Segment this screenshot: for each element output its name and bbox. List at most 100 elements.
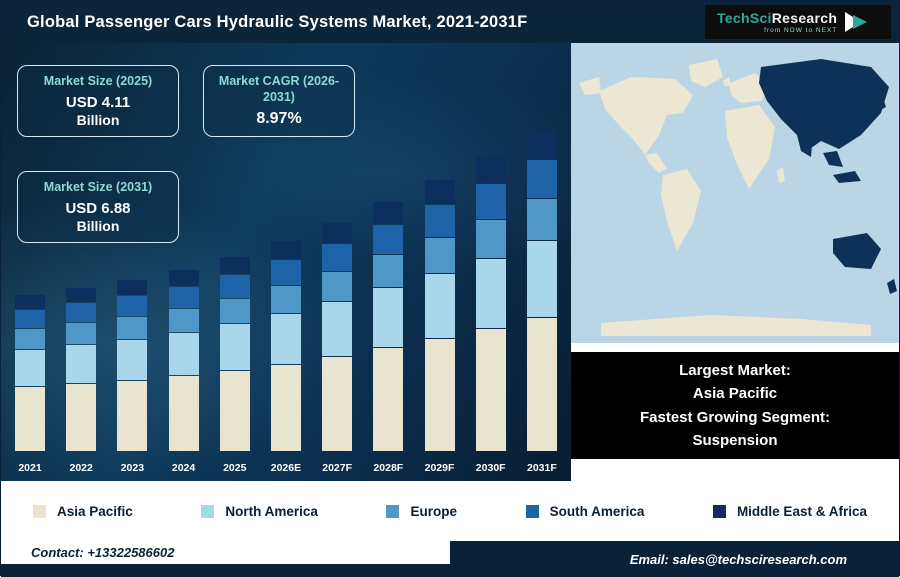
segment-north-america-2029F [424,274,455,338]
region-india-highlighted [797,133,813,157]
email-text: Email: sales@techsciresearch.com [629,551,847,567]
segment-europe-2021 [15,329,45,349]
segment-north-america-2022 [66,345,97,383]
segment-middle-east-africa-2028F [373,202,404,224]
x-axis-label-2022: 2022 [69,462,93,474]
x-axis-label-2030F: 2030F [475,462,506,474]
segment-europe-2029F [424,238,455,273]
segment-middle-east-africa-2025 [219,257,250,274]
segment-asia-pacific-2026E [270,365,301,451]
segment-asia-pacific-2021 [15,387,45,451]
footer-email: Email: sales@techsciresearch.com [450,541,899,577]
x-axis-label-2027F: 2027F [322,462,353,474]
segment-asia-pacific-2025 [219,371,250,451]
bar-2023 [117,279,148,451]
segment-north-america-2024 [168,333,199,375]
segment-asia-pacific-2028F [373,348,404,451]
segment-europe-2031F [526,199,557,240]
region-new-zealand-highlighted [887,279,897,294]
segment-middle-east-africa-2026E [270,241,301,259]
segment-europe-2025 [219,299,250,323]
segment-middle-east-africa-2024 [168,270,199,286]
region-africa [725,105,775,189]
card-unit: Billion [76,217,120,234]
x-axis-label-2028F: 2028F [373,462,404,474]
bar-2026E [270,240,301,451]
segment-north-america-2031F [526,241,557,317]
segment-europe-2028F [373,255,404,287]
logo-brand-secondary: Research [771,10,838,26]
legend-swatch-europe [386,504,400,518]
largest-market-box: Largest Market: Asia Pacific Fastest Gro… [571,352,899,459]
chart-panel: Market Size (2025) USD 4.11 Billion Mark… [1,43,571,481]
segment-europe-2024 [168,309,199,332]
logo-text: TechSciResearch from NOW to NEXT [717,10,837,34]
footer-bar: Contact: +13322586602 Email: sales@techs… [1,541,899,577]
card-value: USD 6.88 [65,199,131,217]
logo-tagline: from NOW to NEXT [764,27,838,34]
segment-north-america-2030F [475,259,506,328]
segment-north-america-2025 [219,324,250,370]
card-value: USD 4.11 [65,93,131,111]
segment-south-america-2029F [424,205,455,237]
region-greenland [689,59,723,87]
logo-brand: TechSciResearch [717,10,837,26]
x-axis-label-2025: 2025 [223,462,247,474]
segment-north-america-2023 [117,340,148,380]
segment-asia-pacific-2023 [117,381,148,451]
legend-item-north-america: North America [201,504,318,519]
largest-market-label: Largest Market: [679,362,791,379]
segment-asia-pacific-2031F [526,318,557,451]
segment-south-america-2022 [66,303,97,322]
world-map-svg [571,43,899,343]
title-bar: Global Passenger Cars Hydraulic Systems … [1,1,899,43]
page-title: Global Passenger Cars Hydraulic Systems … [27,12,528,31]
region-australia-highlighted [833,233,881,269]
legend-label: Asia Pacific [57,503,133,519]
techsci-logo: TechSciResearch from NOW to NEXT [705,5,891,39]
region-asia-highlighted [759,59,889,151]
side-panel: Largest Market: Asia Pacific Fastest Gro… [571,43,899,481]
contact-text: Contact: +13322586602 [31,545,175,560]
region-north-america [599,77,693,155]
segment-south-america-2027F [322,244,353,271]
legend-swatch-south-america [525,504,539,518]
region-europe [729,73,769,103]
bar-2022 [66,287,97,451]
x-axis-label-2031F: 2031F [526,462,557,474]
bar-2025 [219,256,250,451]
bar-2029F [424,179,455,451]
segment-south-america-2030F [475,184,506,219]
segment-south-america-2023 [117,296,148,316]
x-axis-label-2026E: 2026E [270,462,302,474]
bar-2024 [168,269,199,451]
bar-2028F [373,201,404,451]
segment-north-america-2028F [373,288,404,347]
segment-middle-east-africa-2021 [15,295,45,309]
segment-north-america-2026E [270,314,301,364]
segment-asia-pacific-2030F [475,329,506,451]
x-axis-label-2024: 2024 [171,462,196,474]
legend-label: North America [225,503,318,519]
legend-swatch-asia-pacific [33,504,46,518]
card-label: Market Size (2031) [43,180,153,194]
segment-europe-2023 [117,317,148,339]
logo-arrow-icon [845,12,868,32]
segment-middle-east-africa-2030F [475,157,506,183]
bar-2031F [526,129,557,451]
fastest-growing-value: Suspension [692,431,778,449]
chart-legend: Asia Pacific North America Europe South … [1,481,899,541]
largest-market-value: Asia Pacific [692,385,778,403]
legend-swatch-middle-east-africa [712,504,726,518]
region-antarctica [601,315,871,336]
bar-2027F [322,222,353,451]
segment-middle-east-africa-2022 [66,288,97,302]
segment-south-america-2028F [373,225,404,254]
segment-middle-east-africa-2023 [117,280,148,295]
region-southeast-asia-highlighted [823,151,843,167]
info-card-cagr: Market CAGR (2026-2031) 8.97% [203,65,355,138]
fastest-growing-label: Fastest Growing Segment: [639,408,831,426]
card-label: Market CAGR (2026-2031) [218,74,340,104]
region-united-kingdom [723,77,731,87]
